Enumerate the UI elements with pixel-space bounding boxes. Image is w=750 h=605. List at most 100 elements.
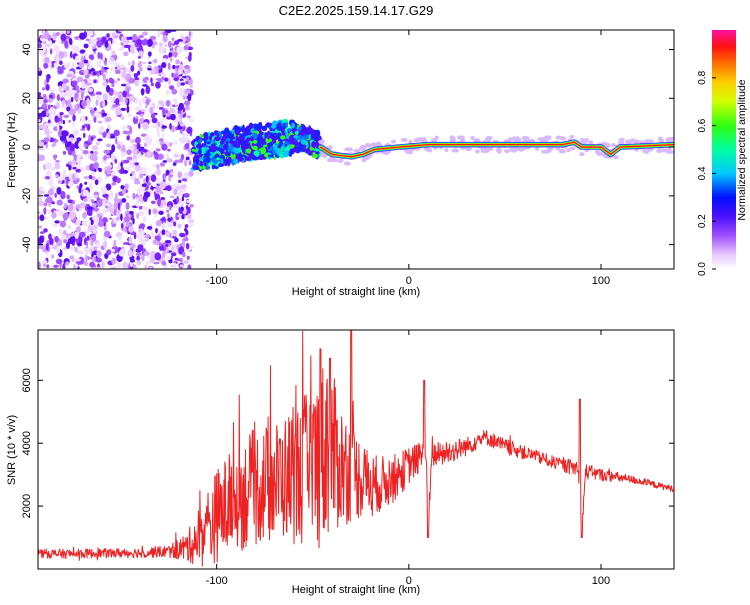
noise-cell — [84, 181, 88, 185]
x-tick-label: -100 — [206, 575, 228, 587]
noise-cell — [172, 64, 176, 70]
noise-cell — [164, 43, 168, 48]
signal-cell — [307, 125, 312, 133]
noise-cell — [41, 87, 46, 91]
noise-cell — [87, 224, 94, 232]
signal-cell — [273, 144, 278, 151]
noise-cell — [47, 210, 51, 215]
noise-cell — [179, 264, 185, 268]
signal-cell — [231, 158, 235, 163]
noise-cell — [93, 161, 99, 170]
noise-cell — [58, 85, 62, 93]
noise-cell — [86, 30, 94, 37]
noise-cell — [93, 116, 97, 123]
noise-cell — [162, 34, 168, 43]
noise-cell — [90, 219, 94, 226]
noise-cell — [51, 244, 58, 250]
signal-cell — [252, 139, 258, 144]
signal-cell — [224, 151, 229, 157]
noise-cell — [121, 70, 127, 79]
noise-cell — [51, 211, 57, 219]
noise-cell — [95, 99, 99, 106]
noise-cell — [116, 112, 123, 115]
signal-cell — [220, 158, 224, 164]
noise-cell — [114, 158, 118, 164]
noise-cell — [65, 241, 71, 249]
noise-cell — [142, 31, 148, 36]
noise-cell — [189, 118, 194, 122]
noise-cell — [134, 106, 141, 112]
signal-cell — [305, 148, 311, 154]
signal-cell — [199, 157, 204, 161]
noise-cell — [186, 255, 190, 260]
noise-cell — [79, 202, 86, 208]
signal-cell — [253, 123, 259, 132]
noise-cell — [147, 67, 152, 71]
noise-cell — [114, 69, 121, 75]
noise-cell — [59, 220, 67, 228]
noise-cell — [128, 95, 135, 102]
noise-cell — [38, 107, 42, 110]
noise-cell — [136, 260, 142, 266]
noise-cell — [146, 225, 153, 230]
noise-cell — [62, 119, 66, 125]
noise-cell — [78, 250, 84, 255]
noise-cell — [38, 97, 44, 105]
noise-cell — [151, 117, 158, 124]
noise-cell — [96, 250, 102, 258]
noise-cell — [128, 36, 133, 40]
noise-cell — [165, 109, 168, 114]
noise-cell — [83, 176, 89, 180]
signal-cell — [229, 134, 236, 140]
noise-cell — [183, 45, 189, 51]
noise-cell — [128, 145, 135, 151]
signal-cell — [278, 125, 283, 130]
noise-cell — [128, 77, 136, 84]
noise-cell — [162, 160, 168, 163]
x-tick-label: -100 — [206, 275, 228, 287]
noise-cell — [80, 116, 86, 123]
noise-cell — [178, 200, 184, 208]
signal-cell — [221, 148, 225, 154]
noise-cell — [63, 114, 70, 118]
noise-cell — [63, 202, 67, 210]
noise-cell — [120, 162, 123, 168]
noise-cell — [103, 149, 111, 154]
colorbar-tick-label: 0.8 — [697, 70, 708, 84]
track-halo — [535, 146, 540, 151]
noise-cell — [69, 38, 73, 46]
noise-cell — [152, 43, 155, 49]
noise-cell — [153, 58, 158, 64]
noise-cell — [43, 137, 50, 143]
noise-cell — [179, 123, 186, 127]
signal-cell — [313, 131, 320, 139]
noise-cell — [140, 88, 145, 96]
noise-cell — [102, 112, 107, 117]
noise-cell — [135, 116, 139, 119]
noise-cell — [87, 209, 93, 217]
noise-cell — [141, 39, 148, 46]
signal-cell — [289, 144, 295, 149]
noise-cell — [109, 190, 114, 200]
signal-cell — [203, 162, 207, 166]
noise-cell — [54, 192, 57, 198]
noise-cell — [80, 80, 86, 90]
track-halo — [594, 150, 601, 155]
y-tick-label: -20 — [21, 188, 33, 204]
track-halo — [667, 146, 672, 151]
noise-cell — [152, 67, 156, 75]
noise-cell — [175, 59, 181, 65]
noise-cell — [102, 240, 108, 249]
noise-cell — [149, 255, 156, 264]
noise-cell — [72, 114, 76, 122]
noise-cell — [171, 88, 178, 95]
track-halo — [579, 152, 585, 157]
noise-cell — [45, 142, 49, 149]
noise-cell — [150, 82, 155, 87]
signal-cell — [235, 144, 241, 149]
noise-cell — [67, 237, 75, 245]
noise-cell — [95, 257, 103, 263]
noise-cell — [108, 96, 112, 100]
noise-cell — [78, 62, 85, 69]
signal-cell — [191, 148, 198, 152]
